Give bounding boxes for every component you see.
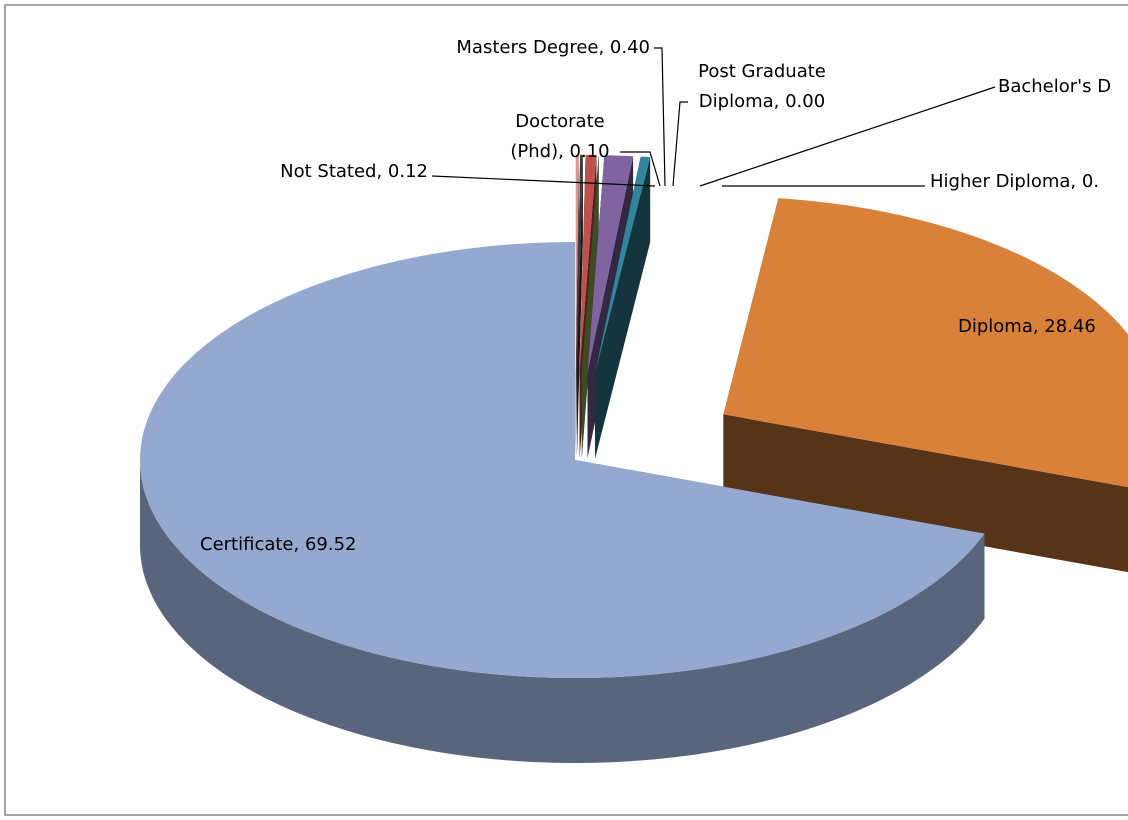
slice-edge bbox=[576, 154, 583, 458]
slice-edge bbox=[595, 157, 651, 459]
data-label: Higher Diploma, 0. bbox=[930, 171, 1099, 192]
slice bbox=[140, 242, 985, 763]
slice-top bbox=[587, 155, 634, 373]
slice-top bbox=[595, 156, 651, 374]
leader-line bbox=[672, 101, 688, 187]
data-label-line: Doctorate bbox=[515, 111, 604, 132]
slice-top bbox=[579, 154, 597, 373]
data-label-line: Certificate, 69.52 bbox=[200, 534, 356, 555]
slice-side bbox=[140, 460, 985, 763]
data-label-line: Masters Degree, 0.40 bbox=[456, 37, 650, 58]
slice-edge bbox=[581, 155, 599, 458]
data-label-line: Diploma, 0.00 bbox=[699, 91, 825, 112]
data-label-line: Diploma, 28.46 bbox=[958, 316, 1096, 337]
data-label-line: (Phd), 0.10 bbox=[510, 141, 609, 162]
data-label: Post Graduate Diploma, 0.00 bbox=[698, 61, 826, 112]
slice bbox=[575, 154, 579, 458]
data-label: Doctorate (Phd), 0.10 bbox=[510, 111, 609, 162]
slice-top bbox=[140, 242, 985, 678]
data-label: Diploma, 28.46 bbox=[958, 316, 1096, 337]
data-label-line: Bachelor's D bbox=[998, 76, 1111, 97]
leader-line bbox=[620, 151, 661, 187]
slice-edge bbox=[723, 414, 1128, 573]
slice bbox=[581, 155, 599, 458]
slice-top bbox=[723, 198, 1128, 488]
slice-top bbox=[575, 154, 579, 373]
leader-line bbox=[654, 47, 666, 187]
data-label: Not Stated, 0.12 bbox=[280, 161, 428, 182]
data-label: Bachelor's D bbox=[998, 76, 1111, 97]
slice-top bbox=[576, 154, 583, 373]
slice-edge bbox=[575, 154, 579, 458]
data-label-line: Not Stated, 0.12 bbox=[280, 161, 428, 182]
slice bbox=[576, 154, 583, 458]
data-label-line: Higher Diploma, 0. bbox=[930, 171, 1099, 192]
data-label: Certificate, 69.52 bbox=[200, 534, 356, 555]
slice bbox=[723, 198, 1128, 573]
leader-line bbox=[431, 175, 656, 187]
slice bbox=[595, 156, 651, 459]
data-label: Masters Degree, 0.40 bbox=[456, 37, 650, 58]
leader-line bbox=[699, 86, 996, 187]
data-label-line: Post Graduate bbox=[698, 61, 826, 82]
